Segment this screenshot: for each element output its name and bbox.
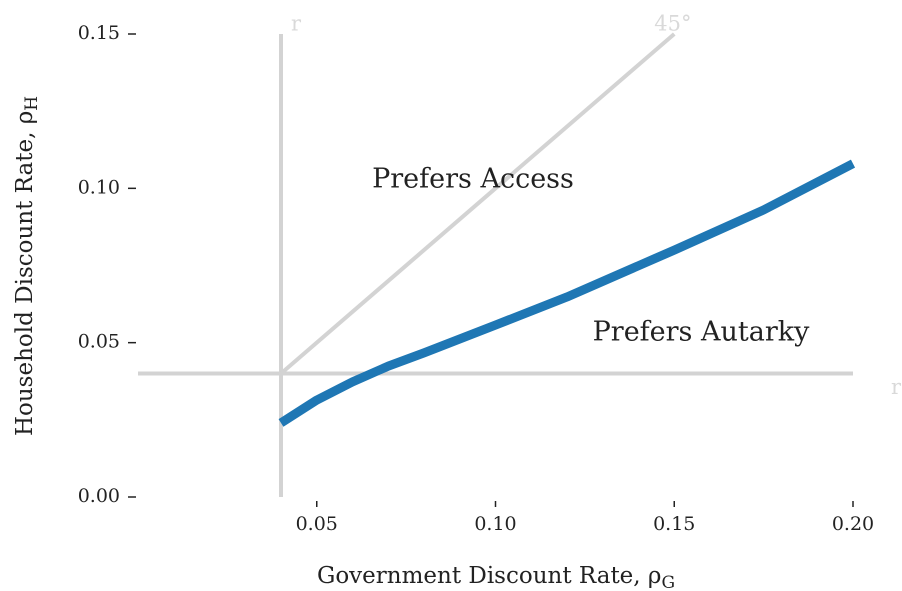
reference-label: r [291,12,302,36]
x-tick-label: 0.10 [474,513,516,535]
y-tick-label: 0.15 [78,22,120,44]
x-axis-label: Government Discount Rate, ρG [317,563,675,591]
x-tick-label: 0.20 [832,513,874,535]
y-tick-label: 0.00 [78,485,120,507]
x-tick-label: 0.15 [653,513,695,535]
annotation: Prefers Autarky [593,317,810,348]
reference-label: 45° [654,12,691,36]
x-tick-label: 0.05 [296,513,338,535]
y-tick-label: 0.10 [78,176,120,198]
reference-line [279,32,676,376]
annotation: Prefers Access [372,164,574,195]
series-line [278,159,856,427]
y-tick-label: 0.05 [78,331,120,353]
y-axis-label: Household Discount Rate, ρH [12,96,42,436]
reference-label: r [891,375,902,399]
